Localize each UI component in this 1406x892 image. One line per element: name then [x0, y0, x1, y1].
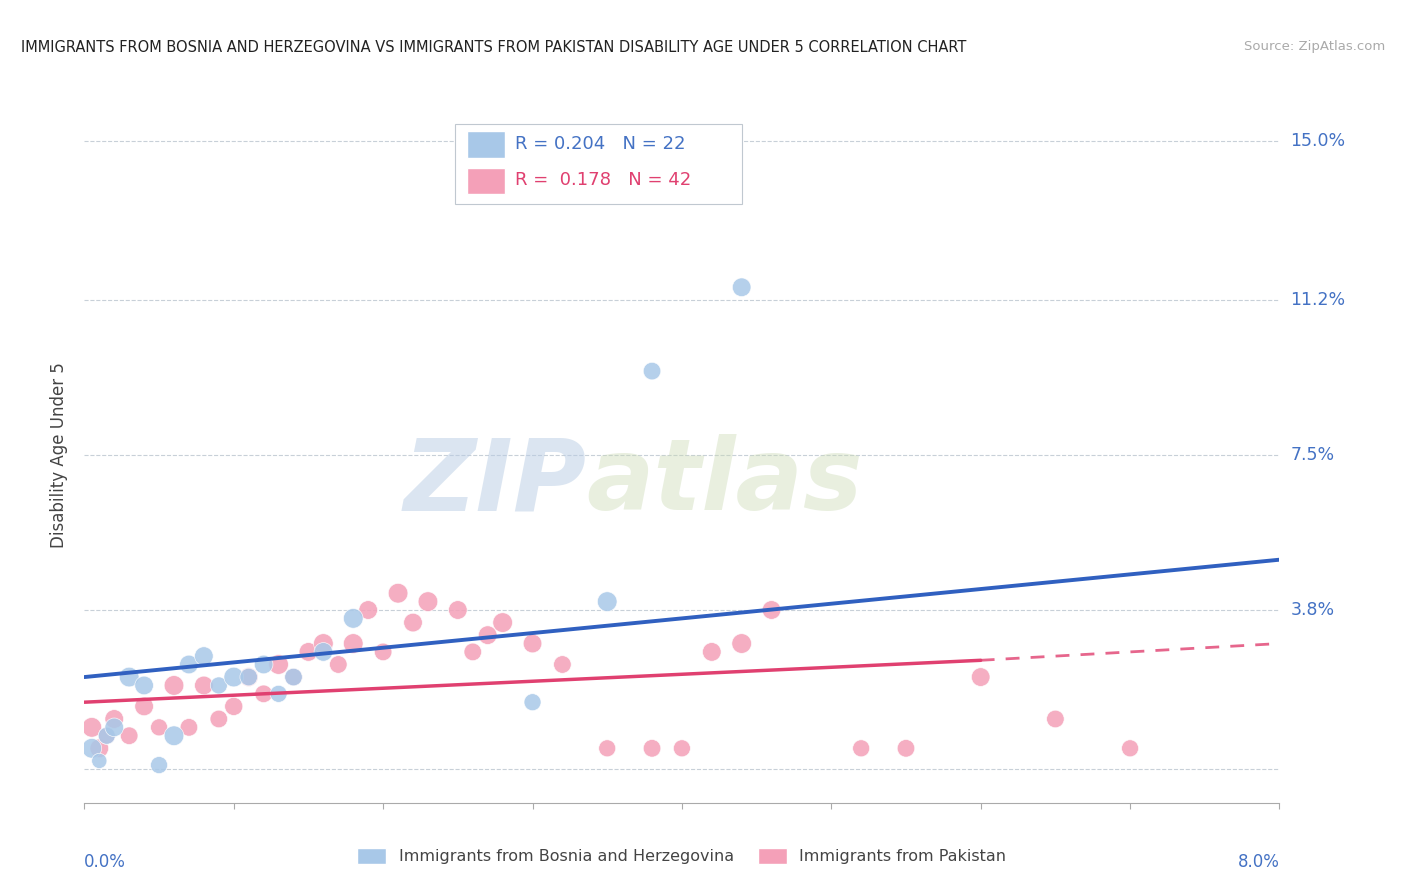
- Point: [89, 741, 111, 756]
- Text: 8.0%: 8.0%: [1237, 853, 1279, 871]
- Point: [492, 615, 515, 630]
- Point: [641, 364, 664, 378]
- Point: [118, 729, 141, 743]
- Point: [731, 636, 754, 650]
- Point: [312, 645, 335, 659]
- FancyBboxPatch shape: [456, 124, 742, 204]
- Point: [328, 657, 350, 672]
- Point: [596, 594, 619, 608]
- Point: [596, 741, 619, 756]
- Point: [177, 657, 200, 672]
- Point: [253, 657, 276, 672]
- Point: [1045, 712, 1067, 726]
- Point: [357, 603, 380, 617]
- Text: 3.8%: 3.8%: [1291, 601, 1334, 619]
- Text: Source: ZipAtlas.com: Source: ZipAtlas.com: [1244, 40, 1385, 54]
- Point: [148, 720, 170, 734]
- Point: [238, 670, 260, 684]
- Point: [373, 645, 395, 659]
- Point: [132, 678, 156, 692]
- Point: [238, 670, 260, 684]
- Point: [222, 670, 245, 684]
- Point: [267, 687, 290, 701]
- Point: [894, 741, 917, 756]
- FancyBboxPatch shape: [467, 168, 505, 194]
- Point: [700, 645, 723, 659]
- Point: [103, 720, 125, 734]
- Point: [283, 670, 305, 684]
- Text: 15.0%: 15.0%: [1291, 132, 1346, 150]
- Point: [208, 712, 231, 726]
- Text: atlas: atlas: [586, 434, 863, 532]
- Legend: Immigrants from Bosnia and Herzegovina, Immigrants from Pakistan: Immigrants from Bosnia and Herzegovina, …: [357, 847, 1007, 864]
- Point: [641, 741, 664, 756]
- Point: [761, 603, 783, 617]
- Point: [193, 649, 215, 664]
- Text: R =  0.178   N = 42: R = 0.178 N = 42: [515, 171, 690, 189]
- Point: [163, 678, 186, 692]
- Point: [522, 695, 544, 709]
- Text: 7.5%: 7.5%: [1291, 446, 1334, 464]
- Point: [96, 729, 118, 743]
- Point: [522, 636, 544, 650]
- FancyBboxPatch shape: [467, 131, 505, 158]
- Text: ZIP: ZIP: [404, 434, 586, 532]
- Point: [80, 741, 103, 756]
- Y-axis label: Disability Age Under 5: Disability Age Under 5: [51, 362, 69, 548]
- Point: [193, 678, 215, 692]
- Point: [477, 628, 499, 642]
- Point: [551, 657, 574, 672]
- Point: [970, 670, 993, 684]
- Point: [671, 741, 693, 756]
- Point: [163, 729, 186, 743]
- Point: [342, 636, 364, 650]
- Point: [342, 611, 364, 625]
- Point: [283, 670, 305, 684]
- Point: [416, 594, 439, 608]
- Point: [96, 729, 118, 743]
- Point: [267, 657, 290, 672]
- Text: R = 0.204   N = 22: R = 0.204 N = 22: [515, 135, 685, 153]
- Point: [402, 615, 425, 630]
- Text: 0.0%: 0.0%: [84, 853, 127, 871]
- Point: [447, 603, 470, 617]
- Point: [89, 754, 111, 768]
- Point: [312, 636, 335, 650]
- Point: [148, 758, 170, 772]
- Point: [208, 678, 231, 692]
- Point: [297, 645, 319, 659]
- Point: [851, 741, 873, 756]
- Text: 11.2%: 11.2%: [1291, 291, 1346, 309]
- Point: [80, 720, 103, 734]
- Point: [177, 720, 200, 734]
- Point: [461, 645, 484, 659]
- Point: [387, 586, 409, 600]
- Text: IMMIGRANTS FROM BOSNIA AND HERZEGOVINA VS IMMIGRANTS FROM PAKISTAN DISABILITY AG: IMMIGRANTS FROM BOSNIA AND HERZEGOVINA V…: [21, 40, 966, 55]
- Point: [132, 699, 156, 714]
- Point: [1119, 741, 1142, 756]
- Point: [253, 687, 276, 701]
- Point: [103, 712, 125, 726]
- Point: [222, 699, 245, 714]
- Point: [118, 670, 141, 684]
- Point: [731, 280, 754, 294]
